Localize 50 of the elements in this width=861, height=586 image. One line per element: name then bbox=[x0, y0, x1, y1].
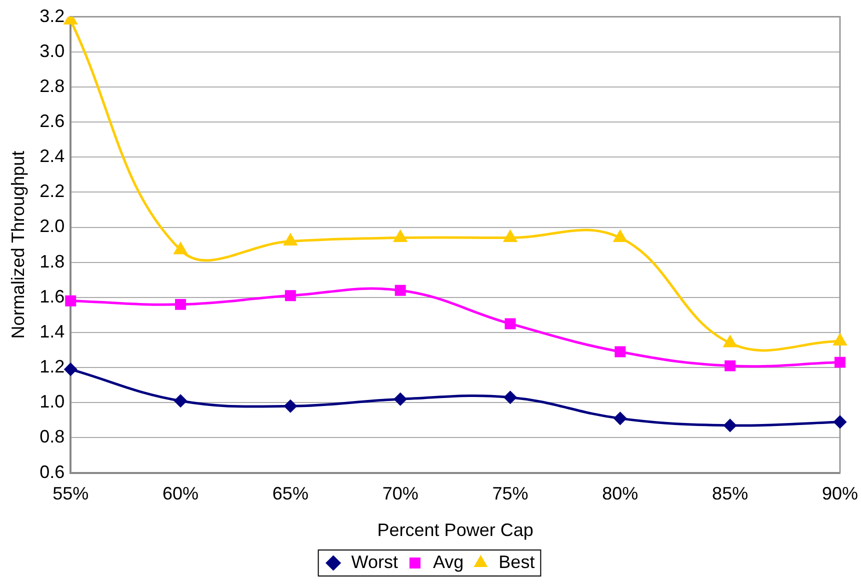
point bbox=[65, 295, 76, 306]
point bbox=[614, 230, 627, 242]
y-tick-label: 3.2 bbox=[40, 6, 65, 26]
legend-label: Best bbox=[498, 552, 535, 572]
x-tick-label: 65% bbox=[272, 484, 308, 504]
y-tick-label: 1.6 bbox=[40, 286, 65, 306]
point bbox=[394, 284, 406, 296]
y-tick-label: 1.2 bbox=[40, 356, 65, 377]
point bbox=[834, 356, 846, 368]
y-tick-label: 2.6 bbox=[40, 111, 65, 131]
x-tick-label: 90% bbox=[822, 484, 858, 504]
y-tick-label: 2.2 bbox=[40, 181, 65, 202]
point bbox=[64, 363, 77, 376]
y-tick-label: 2.4 bbox=[40, 146, 65, 166]
x-tick-label: 70% bbox=[382, 484, 418, 504]
point bbox=[724, 336, 737, 348]
point bbox=[174, 394, 187, 408]
point bbox=[724, 419, 736, 432]
legend-label: Avg bbox=[432, 552, 464, 572]
y-tick-label: 2.8 bbox=[40, 76, 65, 96]
x-axis-title: Percent Power Cap bbox=[377, 520, 534, 540]
point bbox=[284, 290, 296, 302]
y-tick-label: 1.8 bbox=[40, 251, 65, 272]
x-tick-label: 60% bbox=[162, 484, 199, 504]
y-axis-title: Normalized Throughput bbox=[8, 150, 28, 339]
y-tick-label: 0.6 bbox=[40, 462, 65, 482]
legend-label: Worst bbox=[351, 552, 398, 572]
point bbox=[504, 391, 517, 404]
y-tick-label: 0.8 bbox=[40, 426, 65, 447]
point bbox=[284, 400, 297, 412]
point bbox=[834, 416, 846, 428]
point bbox=[614, 412, 626, 425]
x-tick-label: 75% bbox=[492, 484, 528, 504]
point bbox=[175, 298, 186, 310]
point bbox=[504, 230, 517, 242]
x-tick-label: 80% bbox=[602, 484, 638, 504]
point bbox=[174, 242, 187, 254]
x-tick-label: 85% bbox=[712, 484, 748, 504]
point bbox=[504, 318, 516, 330]
point bbox=[834, 334, 846, 346]
point bbox=[724, 360, 736, 372]
y-tick-label: 1.0 bbox=[40, 392, 65, 412]
point bbox=[614, 346, 626, 358]
y-tick-label: 1.4 bbox=[40, 321, 65, 342]
y-tick-label: 3.0 bbox=[40, 40, 65, 61]
x-tick-label: 55% bbox=[52, 484, 89, 504]
point bbox=[284, 234, 297, 246]
point bbox=[394, 230, 407, 242]
y-tick-label: 2.0 bbox=[40, 216, 65, 236]
point bbox=[394, 392, 407, 406]
